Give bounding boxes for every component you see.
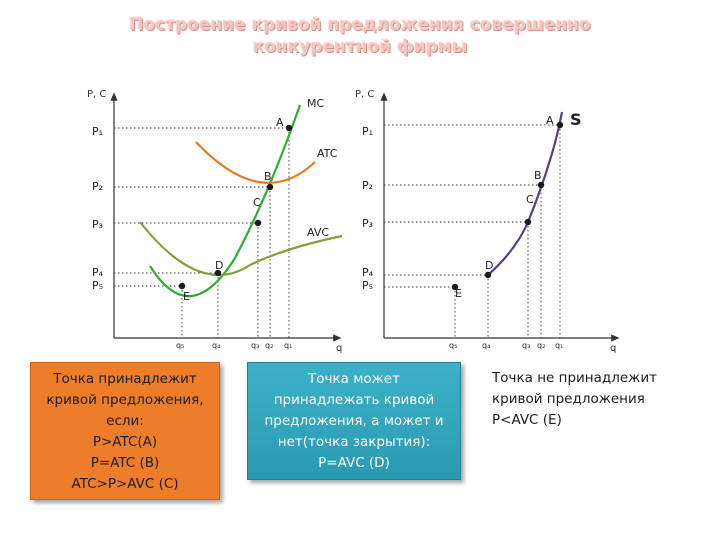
left-price-p5: P₅ [92,279,103,292]
condition-shutdown-line-1: Точка может [308,371,400,387]
right-point-label-d: D [485,259,493,272]
right-quantity-q1: q₁ [555,341,563,350]
condition-not-belongs-line-2: кривой предложения [492,391,645,407]
avc-curve [139,221,343,276]
left-point-c [254,219,262,227]
right-price-p5: P₅ [362,279,373,292]
condition-box-not-belongs: Точка не принадлежит кривой предложения … [486,366,686,438]
atc-label: ATC [317,147,338,160]
supply-label: S [570,110,582,129]
left-x-axis-label: q [336,343,342,354]
left-price-p4: P₄ [92,266,104,279]
left-quantity-q1: q₁ [284,341,292,350]
condition-shutdown-line-2: принадлежать кривой [273,392,435,408]
left-point-d [214,269,222,277]
right-quantity-guides [454,125,561,338]
condition-not-belongs-line-3: P<AVC (E) [492,412,562,428]
left-quantity-q5: q₅ [176,341,184,350]
condition-belongs-line-6: ATC>P>AVC (C) [71,476,179,492]
right-point-c [524,218,532,226]
left-point-label-c: C [253,196,261,209]
right-price-p1: P₁ [362,125,373,138]
condition-box-shutdown: Точка может принадлежать кривой предложе… [247,362,461,480]
atc-curve [195,141,316,184]
condition-box-belongs: Точка принадлежит кривой предложения, ес… [30,362,220,500]
condition-belongs-line-4: P>ATC(A) [92,434,158,450]
title-line-2: конкурентной фирмы [252,37,468,57]
right-price-p3: P₃ [362,217,373,230]
left-point-a [285,124,293,132]
left-point-e [178,282,186,290]
title-line-1: Построение кривой предложения совершенно [129,15,591,35]
condition-belongs-line-2: кривой предложения, [46,392,204,408]
right-point-b [537,181,545,189]
right-point-d [484,271,492,279]
left-price-p1: P₁ [92,125,103,138]
right-price-p2: P₂ [362,179,373,192]
condition-belongs-line-3: если: [106,413,144,429]
condition-belongs-line-5: P=ATC (B) [90,455,160,471]
condition-shutdown-line-5: P=AVC (D) [318,455,390,471]
left-point-b [266,183,274,191]
right-price-guides [384,124,560,288]
left-point-label-a: A [276,116,284,129]
page-title: Построение кривой предложения совершенно… [0,14,720,58]
condition-shutdown-line-4: нет(точка закрытия): [277,434,431,450]
condition-not-belongs-line-1: Точка не принадлежит [492,370,657,386]
left-points [178,124,293,290]
left-point-label-b: B [264,170,272,183]
right-x-axis-label: q [610,343,616,354]
left-price-guides [114,127,289,287]
right-point-label-b: B [534,169,542,182]
condition-shutdown-line-3: предложения, а может и [264,413,444,429]
right-quantity-q4: q₄ [482,341,490,350]
left-point-label-e: E [183,290,190,303]
left-price-p3: P₃ [92,218,103,231]
right-price-p4: P₄ [362,266,374,279]
left-quantity-q2: q₂ [265,341,273,350]
left-price-p2: P₂ [92,180,103,193]
left-quantity-q4: q₄ [212,341,220,350]
right-quantity-q3: q₃ [522,341,530,350]
right-graph: P, C q S P₁ P₂ P₃ P₄ P₅ q₅ q₄ q₃ q₂ q₁ [355,89,620,354]
supply-curve [487,111,564,276]
right-points [451,121,564,291]
mc-curve [149,104,302,298]
right-quantity-q2: q₂ [537,341,545,350]
right-y-axis-label: P, C [355,89,374,100]
mc-label: MC [307,97,324,110]
left-graph: P, C q MC ATC AVC P₁ P₂ P₃ P₄ [87,89,342,354]
left-quantity-q3: q₃ [251,341,259,350]
right-point-e [451,283,459,291]
left-quantity-guides [181,128,290,338]
condition-belongs-line-1: Точка принадлежит [53,371,197,387]
right-point-label-e: E [455,287,462,300]
right-point-label-c: C [526,193,534,206]
left-y-axis-label: P, C [87,89,106,100]
left-point-label-d: D [215,259,223,272]
right-quantity-q5: q₅ [449,341,457,350]
avc-label: AVC [307,226,329,239]
right-point-label-a: A [546,114,554,127]
right-point-a [556,121,564,129]
